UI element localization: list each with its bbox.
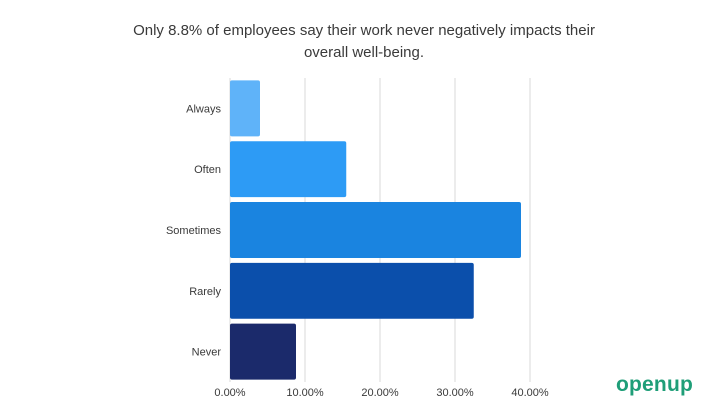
category-label-rarely: Rarely	[189, 286, 221, 298]
category-label-always: Always	[186, 103, 221, 115]
chart-title: Only 8.8% of employees say their work ne…	[0, 20, 728, 64]
bar-often	[230, 141, 347, 198]
x-tick-label: 30.00%	[436, 387, 474, 399]
chart-title-line-1: Only 8.8% of employees say their work ne…	[133, 22, 595, 39]
x-tick-label: 20.00%	[361, 387, 399, 399]
x-tick-label: 0.00%	[214, 387, 245, 399]
category-label-never: Never	[192, 347, 222, 359]
x-tick-label: 40.00%	[511, 387, 549, 399]
category-label-sometimes: Sometimes	[166, 225, 222, 237]
bar-always	[230, 80, 260, 137]
bar-rarely	[230, 262, 474, 319]
x-tick-label: 10.00%	[286, 387, 324, 399]
category-label-often: Often	[194, 164, 221, 176]
x-axis-ticks: 0.00% 10.00% 20.00% 30.00% 40.00%	[214, 387, 548, 399]
openup-logo: openup	[616, 373, 694, 396]
bars	[230, 80, 521, 380]
bar-sometimes	[230, 202, 521, 258]
bar-never	[230, 323, 296, 380]
category-labels: Always Often Sometimes Rarely Never	[166, 103, 222, 358]
chart-title-line-2: overall well-being.	[303, 44, 425, 61]
